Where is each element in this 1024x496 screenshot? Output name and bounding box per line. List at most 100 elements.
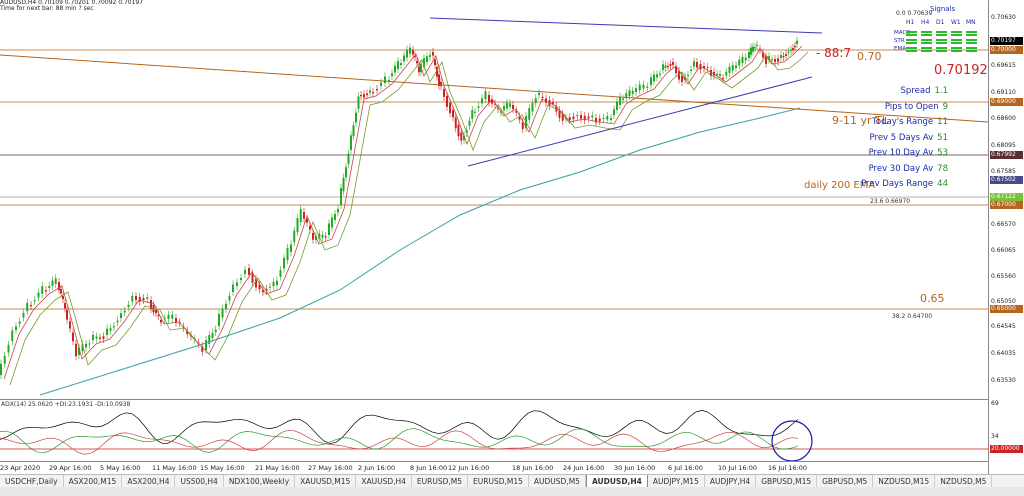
candle-body — [208, 335, 211, 344]
candle-body — [345, 167, 347, 178]
chart-tabs[interactable]: USDCHF,Daily ASX200,M15 ASX200,H4 US500,H4 N… — [0, 474, 1024, 489]
tab-audusd-m5[interactable]: AUDUSD,M5 — [529, 475, 586, 488]
candle-body — [328, 223, 330, 235]
candle-body — [51, 280, 54, 286]
candle-body — [561, 114, 564, 121]
candle-body — [265, 288, 268, 292]
candle-body — [528, 108, 531, 120]
trend-lower-line — [467, 76, 813, 167]
signal-cell — [951, 47, 962, 49]
adx-panel[interactable]: ADX(14) 25.0620 +DI:23.1931 -DI:10.0938 — [0, 399, 988, 462]
time-label: 6 Jul 16:00 — [668, 464, 703, 472]
tab-asx200-h4[interactable]: ASX200,H4 — [122, 475, 176, 488]
candle-body — [232, 284, 234, 292]
candle-body — [443, 89, 445, 97]
signal-cell — [906, 47, 917, 49]
candle-body — [248, 268, 250, 275]
candle-body — [347, 153, 350, 164]
candle-body — [454, 117, 457, 129]
candle-body — [276, 280, 278, 285]
signal-tf-h1: H1 — [906, 19, 915, 26]
ma-mid — [9, 51, 809, 386]
candle-body — [512, 105, 514, 110]
tab-eurusd-m5[interactable]: EURUSD,M5 — [412, 475, 469, 488]
candle-body — [484, 91, 487, 100]
tab-xauusd-h4[interactable]: XAUUSD,H4 — [356, 475, 412, 488]
candle-body — [337, 208, 339, 213]
stat-3: Prev 5 Days Av 51 — [870, 133, 948, 143]
candle-body — [388, 79, 390, 82]
candle-body — [279, 269, 282, 277]
trendline-label: 9-11 yr TL — [832, 114, 888, 127]
signal-row-macd: MACD — [894, 30, 911, 36]
stat-6: Prev Days Range 44 — [861, 179, 948, 189]
candle-body — [587, 116, 590, 119]
candle-body — [650, 77, 652, 85]
stat-value: 78 — [937, 163, 948, 174]
signal-cell — [966, 42, 977, 44]
price-axis[interactable]: 0.70630 0.70197 0.70000 0.69615 0.69110 0.690… — [988, 0, 1024, 480]
tab-gbpusd-m5[interactable]: GBPUSD,M5 — [817, 475, 874, 488]
candle-body — [286, 248, 289, 261]
tab-audjpy-h4[interactable]: AUDJPY,H4 — [705, 475, 757, 488]
candle-body — [521, 122, 524, 130]
tab-xauusd-m15[interactable]: XAUUSD,M15 — [295, 475, 357, 488]
price-chart[interactable] — [0, 0, 988, 399]
tab-asx200-m15[interactable]: ASX200,M15 — [64, 475, 123, 488]
candle-body — [710, 70, 712, 76]
candle-body — [262, 290, 264, 293]
signal-cell — [936, 39, 947, 41]
candle-body — [787, 51, 790, 53]
candle-body — [756, 44, 758, 46]
tab-ndx100-weekly[interactable]: NDX100,Weekly — [224, 475, 296, 488]
tab-eurusd-m15[interactable]: EURUSD,M15 — [468, 475, 529, 488]
candle-body — [777, 58, 779, 62]
candle-body — [309, 226, 311, 230]
candle-body — [22, 312, 25, 318]
candle-body — [414, 55, 416, 58]
candle-body — [7, 344, 10, 353]
ema200-label: daily 200 EMA — [804, 180, 876, 191]
candle-body — [342, 177, 345, 192]
candle-body — [642, 84, 645, 89]
candle-body — [474, 111, 476, 113]
candle-body — [762, 52, 764, 58]
adx-chart[interactable] — [0, 400, 988, 462]
adx-level-label: 69 — [991, 400, 999, 407]
tab-audjpy-m15[interactable]: AUDJPY,M15 — [648, 475, 705, 488]
adx-level-label: 20.00000 — [990, 445, 1023, 453]
fib-top-label: 0.0 0.70639 — [896, 10, 933, 17]
candle-body — [662, 64, 664, 70]
candle-body — [33, 300, 36, 302]
chart-area[interactable]: AUDUSD,H4 0.70109 0.70201 0.70092 0.7019… — [0, 0, 988, 399]
candle-body — [312, 233, 314, 240]
candle-body — [731, 65, 734, 71]
candle-body — [735, 65, 737, 68]
candle-body — [598, 118, 601, 122]
tab-us500-h4[interactable]: US500,H4 — [175, 475, 224, 488]
candle-body — [748, 52, 750, 58]
stat-4: Prev 10 Day Av 53 — [869, 148, 948, 158]
candle-body — [719, 74, 721, 76]
candle-body — [64, 303, 66, 309]
candle-body — [30, 305, 32, 307]
candle-body — [699, 64, 702, 70]
candle-body — [580, 115, 582, 119]
candle-body — [391, 73, 393, 77]
candle-body — [782, 56, 785, 58]
candle-body — [653, 74, 655, 82]
candle-body — [785, 54, 787, 56]
stat-label: Spread — [900, 86, 931, 96]
tab-nzdusd-m5[interactable]: NZDUSD,M5 — [935, 475, 993, 488]
candle-body — [15, 326, 17, 330]
candle-body — [610, 118, 612, 120]
stat-label: Prev 10 Day Av — [868, 148, 934, 158]
tab-nzdusd-m15[interactable]: NZDUSD,M15 — [873, 475, 936, 488]
candle-body — [534, 98, 537, 104]
tab-usdchf-daily[interactable]: USDCHF,Daily — [0, 475, 64, 488]
tab-gbpusd-m15[interactable]: GBPUSD,M15 — [756, 475, 818, 488]
signal-cell — [906, 42, 917, 44]
trend-upper-line — [429, 17, 823, 34]
candle-body — [45, 290, 47, 292]
candle-body — [113, 326, 115, 328]
